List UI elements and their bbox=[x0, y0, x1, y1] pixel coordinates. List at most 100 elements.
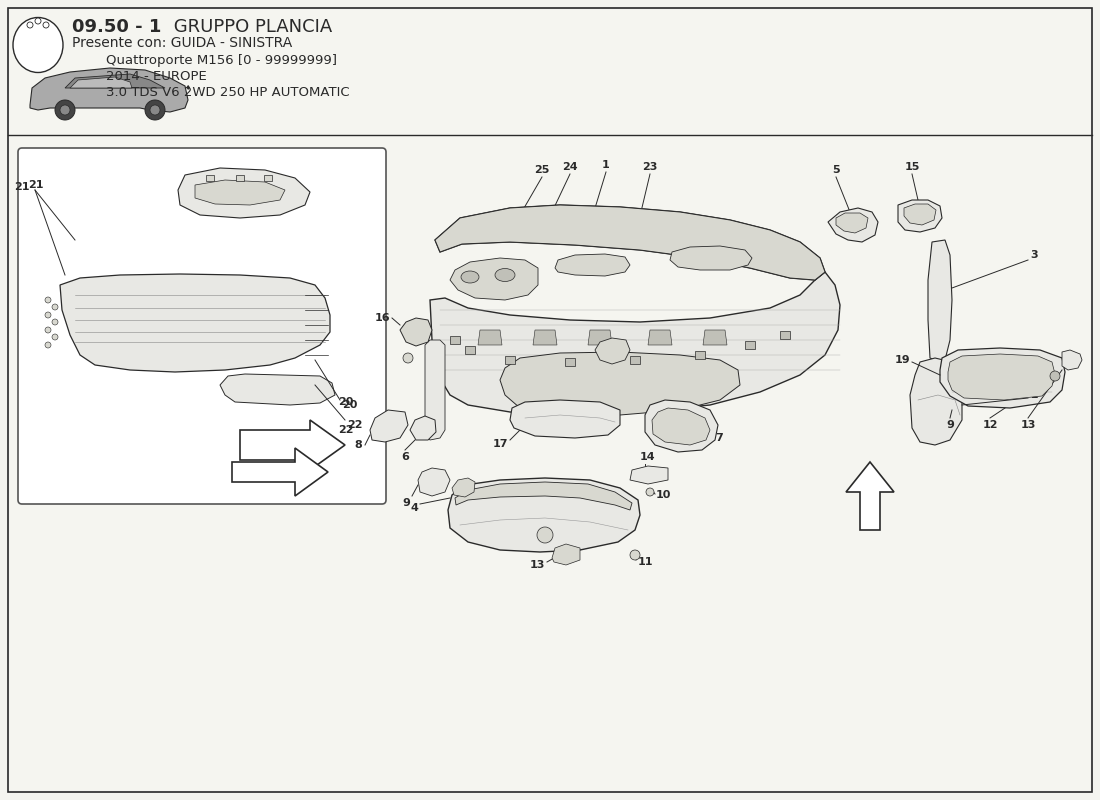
Bar bbox=[745, 341, 755, 349]
Polygon shape bbox=[410, 416, 436, 440]
Polygon shape bbox=[232, 448, 328, 496]
Circle shape bbox=[45, 327, 51, 333]
Text: 21: 21 bbox=[14, 182, 30, 192]
Text: 5: 5 bbox=[833, 165, 839, 175]
Circle shape bbox=[43, 22, 50, 28]
Text: 3.0 TDS V6 2WD 250 HP AUTOMATIC: 3.0 TDS V6 2WD 250 HP AUTOMATIC bbox=[72, 86, 350, 99]
Text: 3: 3 bbox=[1030, 250, 1037, 260]
Polygon shape bbox=[500, 352, 740, 415]
Text: GRUPPO PLANCIA: GRUPPO PLANCIA bbox=[168, 18, 332, 36]
Polygon shape bbox=[703, 330, 727, 345]
Circle shape bbox=[1050, 371, 1060, 381]
Bar bbox=[465, 346, 475, 354]
Polygon shape bbox=[652, 408, 710, 445]
Polygon shape bbox=[1062, 350, 1082, 370]
Circle shape bbox=[28, 22, 33, 28]
Circle shape bbox=[52, 334, 58, 340]
Polygon shape bbox=[240, 420, 345, 470]
Text: 4: 4 bbox=[410, 503, 418, 513]
Bar bbox=[206, 175, 214, 181]
Bar bbox=[695, 351, 705, 359]
Text: 8: 8 bbox=[354, 440, 362, 450]
Text: 13: 13 bbox=[1021, 420, 1036, 430]
Text: 12: 12 bbox=[982, 420, 998, 430]
Circle shape bbox=[55, 100, 75, 120]
Text: 7: 7 bbox=[715, 433, 723, 443]
Polygon shape bbox=[510, 400, 620, 438]
Polygon shape bbox=[595, 338, 630, 364]
Circle shape bbox=[150, 105, 160, 115]
Text: 24: 24 bbox=[562, 162, 578, 172]
Polygon shape bbox=[588, 330, 612, 345]
Text: 13: 13 bbox=[529, 560, 544, 570]
Ellipse shape bbox=[495, 269, 515, 282]
Text: 9: 9 bbox=[946, 420, 954, 430]
Polygon shape bbox=[195, 180, 285, 205]
Circle shape bbox=[60, 105, 70, 115]
Polygon shape bbox=[478, 330, 502, 345]
Polygon shape bbox=[836, 213, 868, 233]
Polygon shape bbox=[434, 205, 825, 280]
Polygon shape bbox=[452, 478, 475, 497]
Polygon shape bbox=[928, 240, 952, 362]
Polygon shape bbox=[552, 544, 580, 565]
Polygon shape bbox=[65, 74, 165, 88]
Text: 15: 15 bbox=[904, 162, 920, 172]
Bar bbox=[450, 336, 460, 344]
Text: Quattroporte M156 [0 - 99999999]: Quattroporte M156 [0 - 99999999] bbox=[72, 54, 337, 67]
Bar bbox=[565, 358, 575, 366]
Ellipse shape bbox=[461, 271, 478, 283]
Polygon shape bbox=[418, 468, 450, 496]
Text: 1: 1 bbox=[602, 160, 609, 170]
Text: 16: 16 bbox=[374, 313, 390, 323]
Polygon shape bbox=[434, 205, 825, 280]
Text: 09.50 - 1: 09.50 - 1 bbox=[72, 18, 162, 36]
Bar bbox=[505, 356, 515, 364]
Polygon shape bbox=[910, 358, 962, 445]
Circle shape bbox=[35, 18, 41, 24]
Circle shape bbox=[52, 319, 58, 325]
Text: Presente con: GUIDA - SINISTRA: Presente con: GUIDA - SINISTRA bbox=[72, 36, 293, 50]
Polygon shape bbox=[556, 254, 630, 276]
Polygon shape bbox=[430, 272, 840, 415]
Text: ♦: ♦ bbox=[185, 85, 191, 91]
Polygon shape bbox=[846, 462, 894, 530]
Text: 19: 19 bbox=[894, 355, 910, 365]
Polygon shape bbox=[70, 77, 132, 88]
Polygon shape bbox=[400, 318, 432, 346]
Circle shape bbox=[403, 353, 412, 363]
Text: 10: 10 bbox=[656, 490, 671, 500]
Polygon shape bbox=[220, 374, 336, 405]
Polygon shape bbox=[645, 400, 718, 452]
Polygon shape bbox=[670, 246, 752, 270]
Polygon shape bbox=[370, 410, 408, 442]
Polygon shape bbox=[30, 68, 188, 112]
Polygon shape bbox=[948, 354, 1055, 400]
Polygon shape bbox=[425, 340, 446, 440]
Bar bbox=[264, 175, 272, 181]
Text: 23: 23 bbox=[642, 162, 658, 172]
Text: 17: 17 bbox=[493, 439, 508, 449]
Polygon shape bbox=[60, 274, 330, 372]
Circle shape bbox=[537, 527, 553, 543]
Circle shape bbox=[52, 304, 58, 310]
Text: 2014 - EUROPE: 2014 - EUROPE bbox=[72, 70, 207, 83]
Text: 22: 22 bbox=[346, 420, 363, 430]
Text: 9: 9 bbox=[403, 498, 410, 508]
Text: 21: 21 bbox=[28, 180, 44, 190]
Polygon shape bbox=[630, 466, 668, 484]
Ellipse shape bbox=[13, 18, 63, 73]
Polygon shape bbox=[828, 208, 878, 242]
Text: 22: 22 bbox=[338, 425, 353, 435]
Text: 11: 11 bbox=[638, 557, 653, 567]
Polygon shape bbox=[898, 200, 942, 232]
Circle shape bbox=[646, 488, 654, 496]
Polygon shape bbox=[904, 204, 936, 225]
Polygon shape bbox=[534, 330, 557, 345]
Text: 20: 20 bbox=[342, 400, 358, 410]
Polygon shape bbox=[450, 258, 538, 300]
Circle shape bbox=[45, 342, 51, 348]
Bar bbox=[780, 331, 790, 339]
Text: 18: 18 bbox=[576, 367, 592, 377]
FancyBboxPatch shape bbox=[18, 148, 386, 504]
